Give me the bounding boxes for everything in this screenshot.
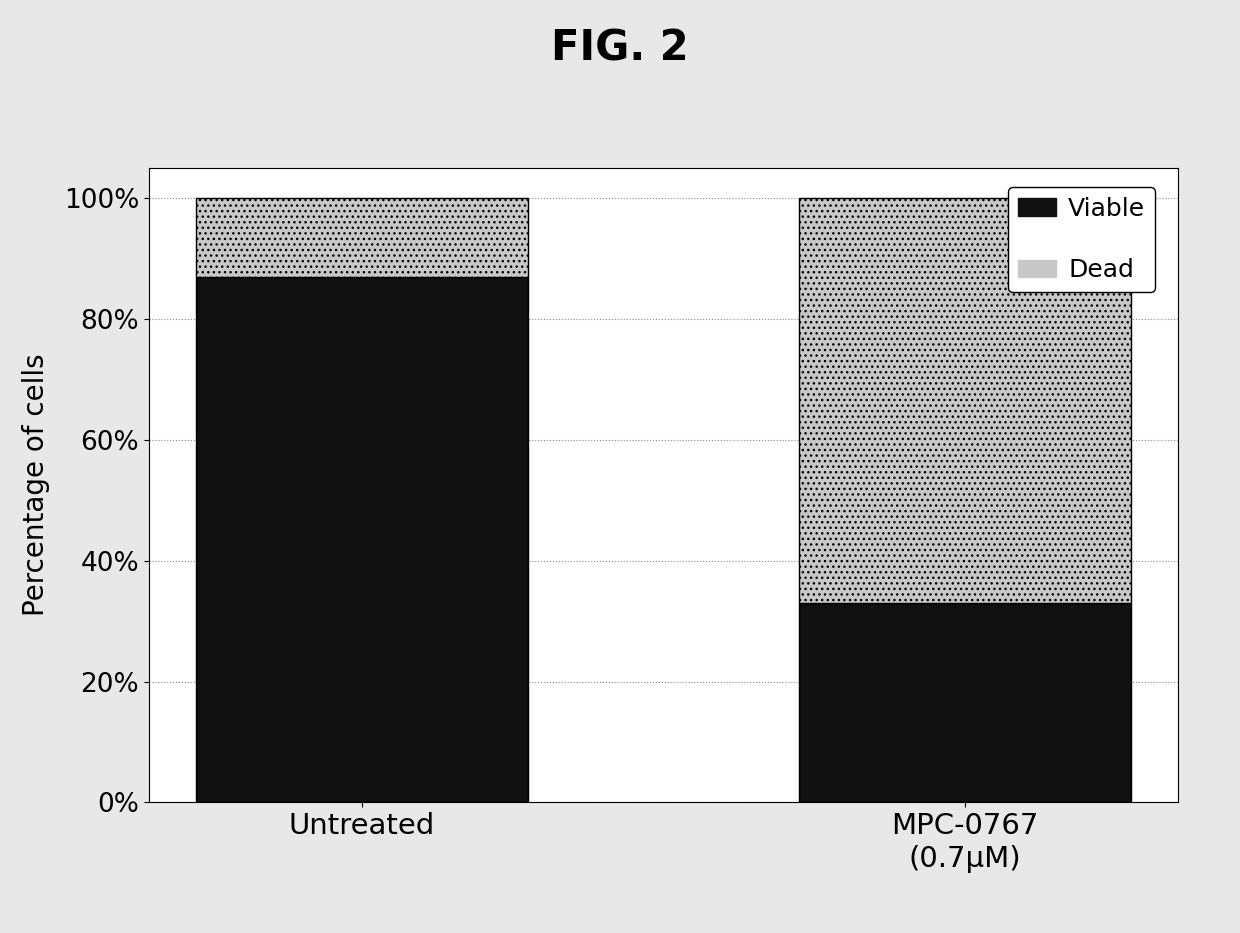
Bar	[196, 198, 527, 277]
Y-axis label: Percentage of cells: Percentage of cells	[22, 354, 50, 617]
Bar	[196, 277, 527, 802]
Bar	[800, 603, 1131, 802]
Bar	[800, 198, 1131, 603]
Legend: Viable, Dead: Viable, Dead	[1008, 187, 1156, 292]
Text: FIG. 2: FIG. 2	[552, 28, 688, 70]
